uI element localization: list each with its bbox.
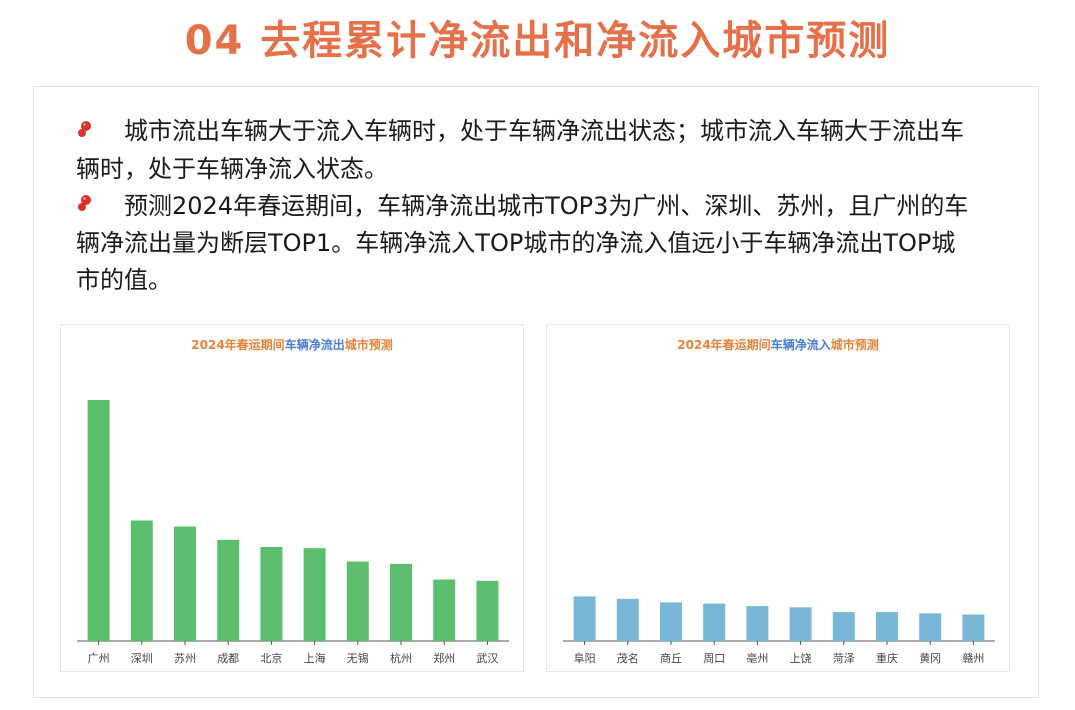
outflow-chart-title: 2024年春运期间车辆净流出城市预测 [61, 336, 523, 353]
x-tick-label: 无锡 [347, 651, 369, 665]
title-part: 城市预测 [830, 338, 879, 352]
bullet-text-2: 预测2024年春运期间，车辆净流出城市TOP3为广州、深圳、苏州，且广州的车辆净… [76, 191, 969, 295]
bullet-list: 城市流出车辆大于流入车辆时，处于车辆净流出状态；城市流入车辆大于流出车辆时，处于… [76, 113, 976, 299]
x-tick-label: 赣州 [962, 651, 984, 665]
x-tick-label: 重庆 [876, 651, 898, 665]
bullet-item-1: 城市流出车辆大于流入车辆时，处于车辆净流出状态；城市流入车辆大于流出车辆时，处于… [76, 113, 976, 188]
bar [217, 539, 240, 641]
x-tick-label: 深圳 [131, 652, 153, 665]
title-part: 2024年春运期间 [191, 338, 285, 352]
x-tick-label: 郑州 [433, 651, 455, 665]
page-title: 04 去程累计净流出和净流入城市预测 [184, 18, 891, 64]
content-card: 城市流出车辆大于流入车辆时，处于车辆净流出状态；城市流入车辆大于流出车辆时，处于… [33, 86, 1039, 698]
bullet-text-1: 城市流出车辆大于流入车辆时，处于车辆净流出状态；城市流入车辆大于流出车辆时，处于… [76, 117, 964, 183]
bar [476, 580, 499, 642]
x-tick-label: 广州 [88, 652, 110, 665]
title-part: 城市预测 [344, 338, 393, 352]
bar [746, 606, 769, 641]
x-tick-label: 苏州 [174, 652, 196, 665]
x-tick-label: 茂名 [617, 651, 639, 665]
bar [616, 598, 639, 641]
outflow-chart-panel: 2024年春运期间车辆净流出城市预测 广州 深圳 苏州 成都 北京 上海 无锡 杭州 郑州 武汉 [60, 324, 524, 672]
bullet-item-2: 预测2024年春运期间，车辆净流出城市TOP3为广州、深圳、苏州，且广州的车辆净… [76, 188, 976, 300]
x-tick-label: 杭州 [390, 651, 412, 665]
bar [573, 596, 596, 641]
x-tick-label: 黄冈 [919, 651, 941, 665]
bar [87, 400, 110, 641]
bar [390, 563, 412, 641]
title-part: 2024年春运期间 [677, 338, 771, 352]
inflow-bar-chart: 阜阳 茂名 商丘 周口 亳州 上饶 菏泽 重庆 黄冈 赣州 [563, 596, 995, 665]
outflow-bar-chart: 广州 深圳 苏州 成都 北京 上海 无锡 杭州 郑州 武汉 [77, 400, 509, 665]
inflow-chart-panel: 2024年春运期间车辆净流入城市预测 阜阳 茂名 商丘 周口 亳州 上饶 菏泽 重庆 黄冈 赣州 [546, 324, 1010, 672]
bar [346, 561, 369, 641]
title-part-highlight: 车辆净流出 [284, 338, 345, 352]
x-tick-label: 武汉 [476, 652, 498, 665]
bar [876, 612, 898, 641]
bar [962, 614, 985, 641]
x-tick-label: 上饶 [790, 652, 812, 665]
bar [260, 547, 283, 641]
inflow-chart-title: 2024年春运期间车辆净流入城市预测 [547, 336, 1009, 353]
bar [303, 548, 326, 641]
x-tick-label: 亳州 [746, 651, 768, 665]
bar [433, 579, 456, 641]
x-tick-label: 上海 [304, 651, 326, 665]
x-tick-label: 周口 [703, 652, 725, 665]
bar [919, 613, 942, 641]
pushpin-icon [76, 114, 124, 151]
bar [703, 603, 726, 641]
title-part-highlight: 车辆净流入 [770, 338, 831, 352]
x-tick-label: 北京 [260, 651, 282, 665]
bar [660, 602, 682, 641]
bar [130, 520, 153, 641]
bar [789, 607, 812, 641]
pushpin-icon [76, 188, 124, 225]
x-tick-label: 菏泽 [833, 652, 855, 665]
x-tick-label: 阜阳 [574, 652, 596, 665]
bar [174, 526, 196, 641]
bar [832, 612, 855, 641]
x-tick-label: 商丘 [660, 651, 682, 665]
x-tick-label: 成都 [217, 652, 239, 665]
